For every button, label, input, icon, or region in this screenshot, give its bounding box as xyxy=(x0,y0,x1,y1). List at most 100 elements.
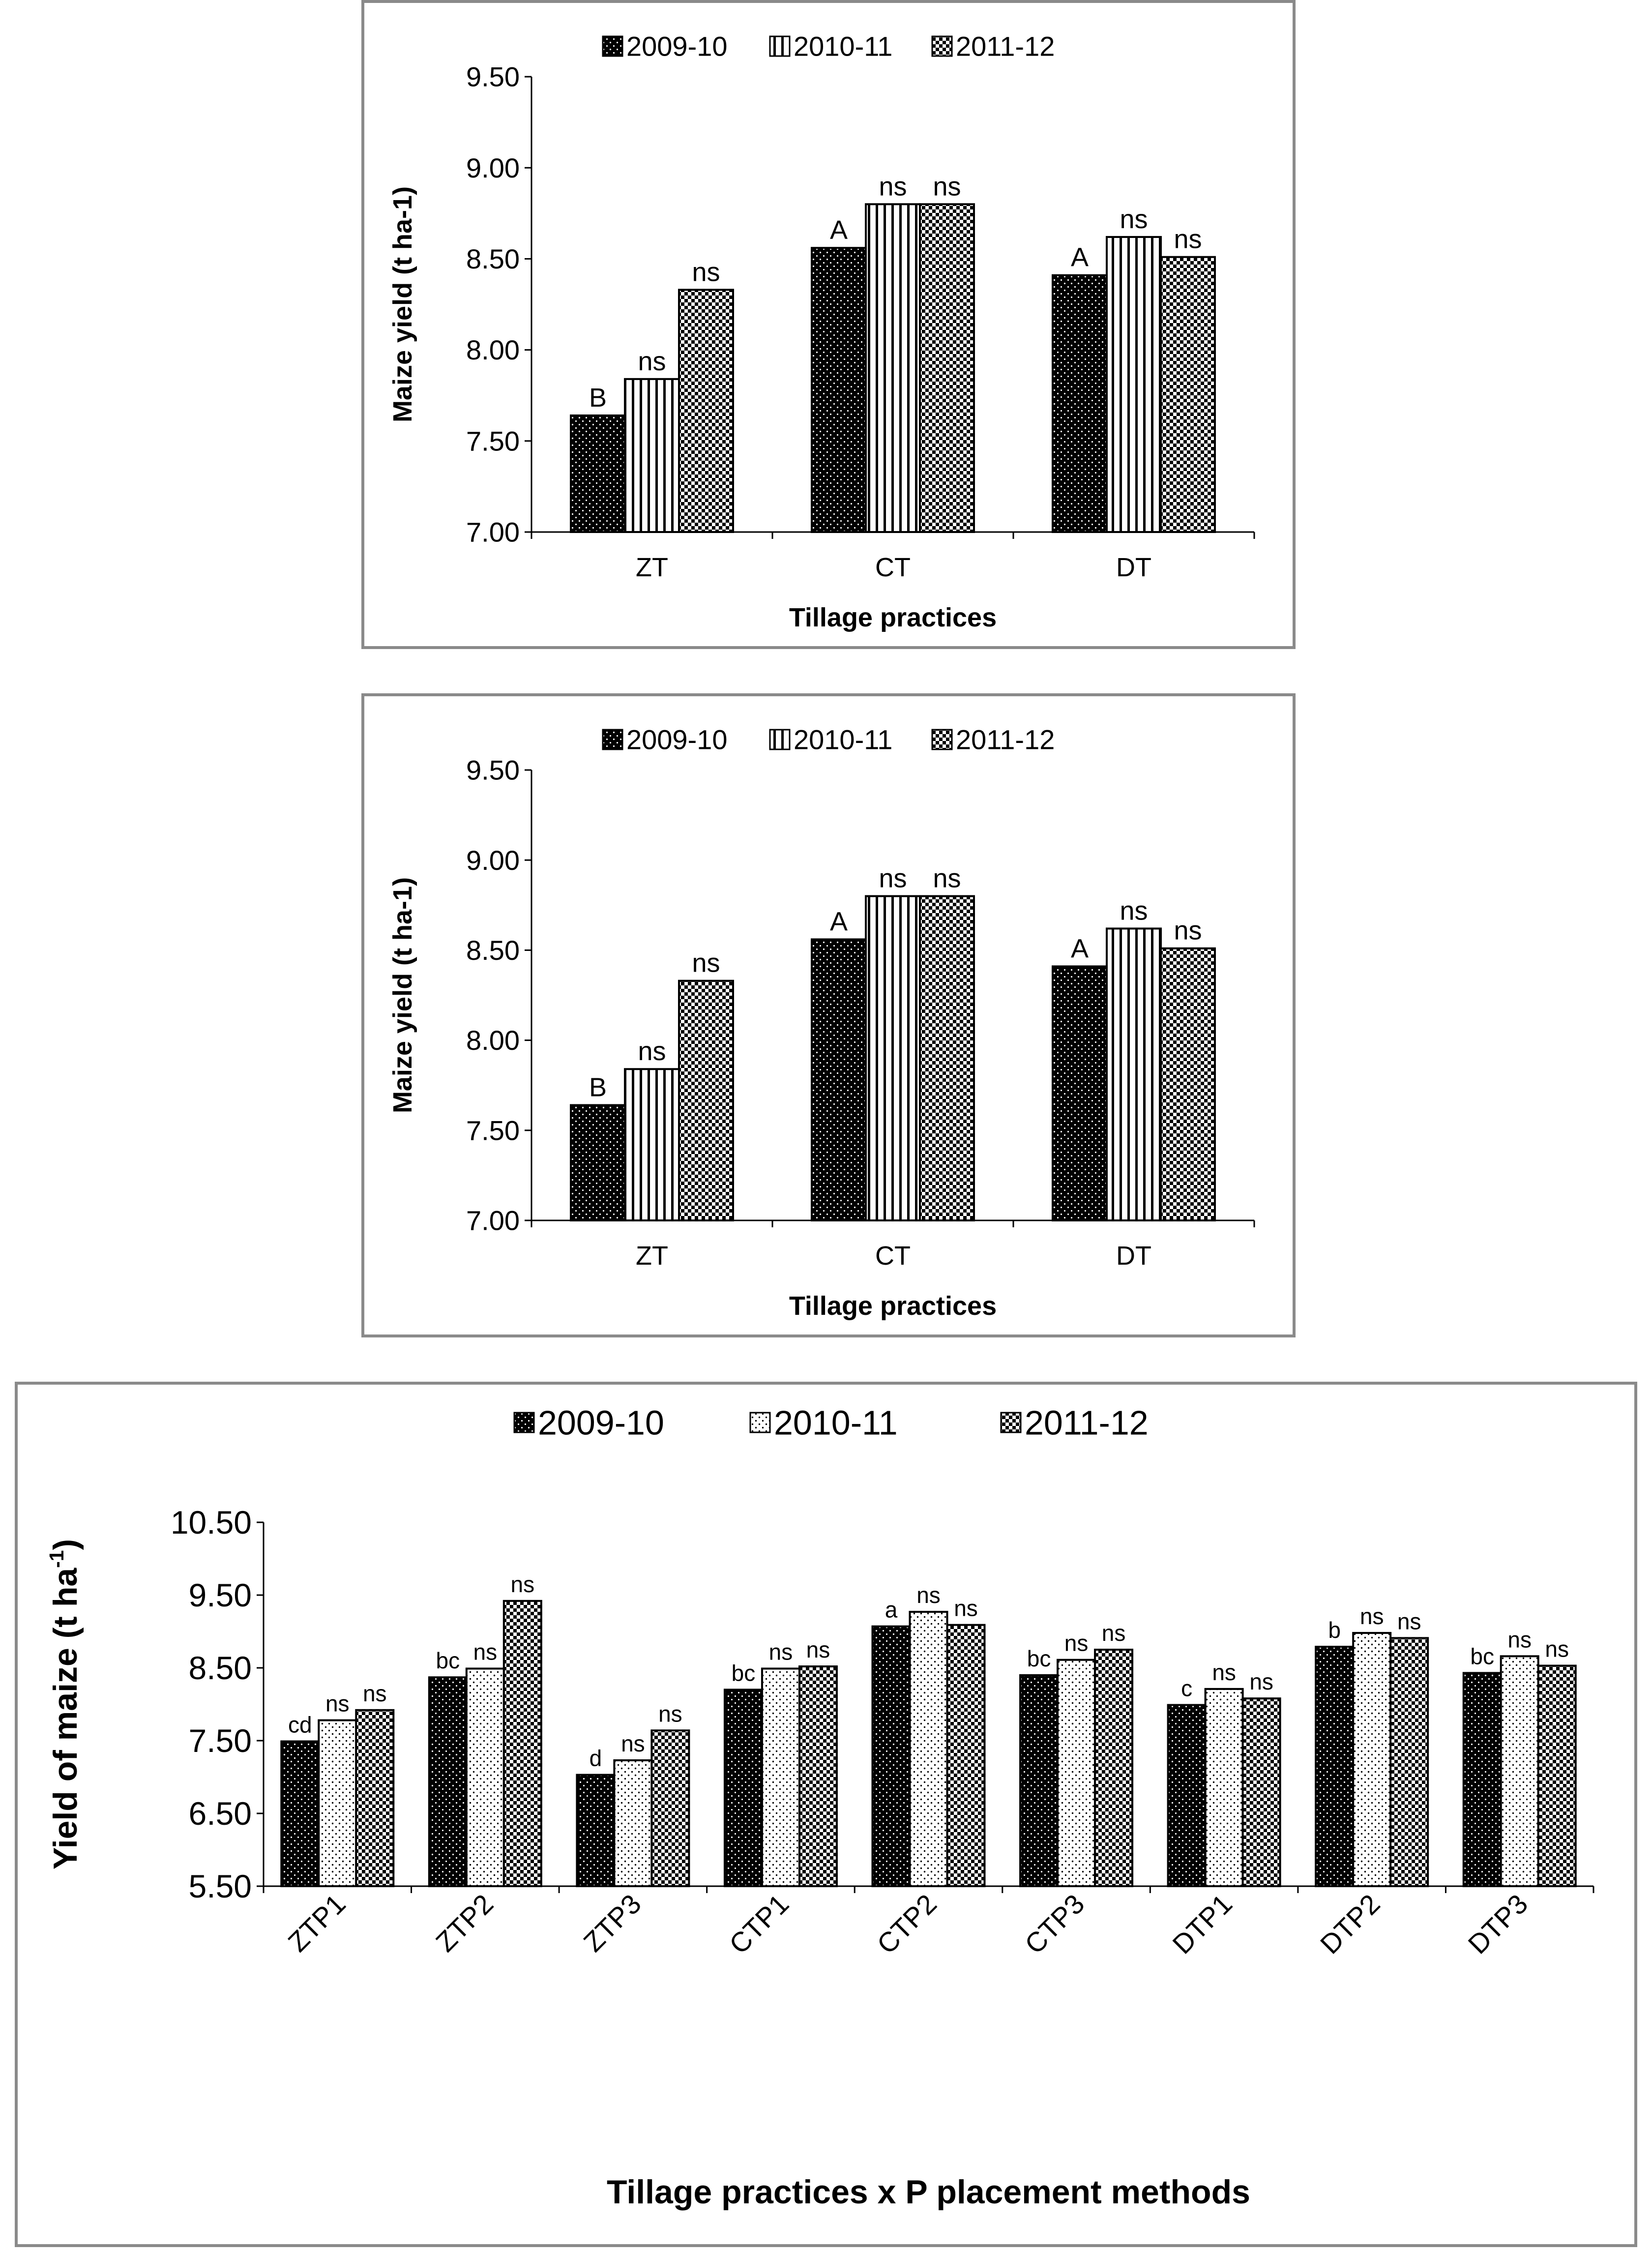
chart-1-svg: 2009-10 2010-11 2011-12 7.00 7.50 8.00 8.50 9.0… xyxy=(388,31,1255,632)
bar-DTP2-2009-10 xyxy=(1315,1646,1355,1888)
legend-swatch-1 xyxy=(602,35,623,57)
data-label: ns xyxy=(692,257,720,287)
y-tick-label: 8.00 xyxy=(466,1025,520,1056)
y-tick-label: 9.00 xyxy=(466,845,520,876)
bar-DTP1-2010-11 xyxy=(1204,1688,1244,1887)
x-tick-label: DT xyxy=(1116,1241,1151,1271)
y-tick-label: 6.50 xyxy=(189,1795,252,1832)
bar-CTP3-2009-10 xyxy=(1019,1674,1059,1887)
data-label: A xyxy=(830,907,848,936)
bar-DT-2010-11 xyxy=(1106,236,1162,533)
data-label: B xyxy=(589,1073,607,1102)
bar-DT-2009-10 xyxy=(1052,965,1108,1221)
data-label: ns xyxy=(363,1681,387,1706)
legend-label-1: 2009-10 xyxy=(626,31,728,62)
data-label: A xyxy=(1071,934,1089,963)
y-tick-label: 9.50 xyxy=(189,1577,252,1613)
data-label: ns xyxy=(769,1639,793,1664)
bar-DTP3-2010-11 xyxy=(1500,1655,1539,1887)
data-label: ns xyxy=(638,347,666,376)
bar-ZT-2009-10 xyxy=(570,414,626,533)
legend-label-3: 2011-12 xyxy=(1025,1404,1149,1442)
bar-DT-2010-11 xyxy=(1106,927,1162,1221)
legend-swatch-2 xyxy=(749,1412,771,1433)
data-label: ns xyxy=(1249,1669,1273,1694)
bar-ZTP1-2010-11 xyxy=(318,1719,357,1887)
data-label: A xyxy=(1071,243,1089,272)
bar-ZT-2011-12 xyxy=(678,979,734,1221)
y-tick-label: 7.50 xyxy=(466,425,520,456)
x-tick-label: ZTP3 xyxy=(578,1888,647,1957)
bar-ZTP3-2011-12 xyxy=(650,1729,690,1888)
bar-CT-2011-12 xyxy=(919,203,975,533)
bar-ZT-2011-12 xyxy=(678,289,734,533)
legend-label-2: 2010-11 xyxy=(794,31,892,62)
data-label: bc xyxy=(732,1660,756,1686)
data-label: ns xyxy=(473,1639,498,1664)
bar-ZTP2-2011-12 xyxy=(502,1600,542,1887)
data-label: b xyxy=(1328,1617,1341,1643)
data-label: ns xyxy=(1545,1636,1569,1662)
bar-ZTP1-2009-10 xyxy=(280,1740,320,1887)
data-label: ns xyxy=(1507,1627,1532,1652)
data-label: ns xyxy=(1174,225,1202,254)
data-label: ns xyxy=(658,1701,682,1726)
data-label: ns xyxy=(933,863,961,893)
bar-ZTP2-2009-10 xyxy=(428,1676,468,1887)
y-tick-label: 9.50 xyxy=(466,755,520,786)
x-tick-label: CT xyxy=(875,553,911,582)
legend-label-2: 2010-11 xyxy=(794,724,892,755)
data-label: bc xyxy=(1027,1646,1051,1671)
legend-label-3: 2011-12 xyxy=(956,724,1055,755)
x-tick-label: DT xyxy=(1116,553,1151,582)
y-tick-label: 7.50 xyxy=(189,1722,252,1759)
y-tick-label: 7.50 xyxy=(466,1115,520,1146)
bar-DTP2-2010-11 xyxy=(1352,1631,1392,1887)
bar-DTP1-2009-10 xyxy=(1167,1704,1207,1887)
bar-CTP1-2011-12 xyxy=(798,1665,838,1887)
data-label: ns xyxy=(933,172,961,201)
legend-label-1: 2009-10 xyxy=(538,1404,664,1442)
data-label: ns xyxy=(1102,1620,1126,1646)
data-label: ns xyxy=(1212,1660,1236,1685)
x-tick-label: ZTP1 xyxy=(282,1888,351,1957)
y-tick-label: 10.50 xyxy=(171,1504,252,1541)
bar-ZTP2-2010-11 xyxy=(465,1667,505,1887)
x-axis-title: Tillage practices xyxy=(789,1291,997,1321)
data-label: bc xyxy=(1470,1643,1494,1669)
y-tick-label: 9.50 xyxy=(466,61,520,92)
bar-CTP2-2009-10 xyxy=(871,1625,911,1887)
bar-CTP3-2010-11 xyxy=(1057,1659,1096,1887)
y-tick-label: 9.00 xyxy=(466,152,520,183)
bar-DTP3-2011-12 xyxy=(1537,1664,1577,1887)
legend-label-3: 2011-12 xyxy=(956,31,1055,62)
legend-swatch-2 xyxy=(769,35,791,57)
bar-DTP2-2011-12 xyxy=(1389,1637,1429,1887)
data-label: ns xyxy=(1120,205,1148,234)
bar-CTP2-2011-12 xyxy=(946,1624,986,1887)
data-label: ns xyxy=(1174,916,1202,946)
legend-swatch-3 xyxy=(1000,1412,1022,1433)
bar-ZTP1-2011-12 xyxy=(355,1709,395,1888)
data-label: d xyxy=(590,1746,602,1771)
data-label: ns xyxy=(954,1596,978,1621)
data-label: a xyxy=(885,1597,898,1623)
x-tick-label: ZT xyxy=(636,1241,668,1271)
data-label: ns xyxy=(1397,1608,1421,1634)
chart-panel-1: 2009-10 2010-11 2011-12 7.00 7.50 8.00 8.50 9.0… xyxy=(361,0,1296,649)
y-tick-label: 8.50 xyxy=(466,935,520,966)
legend-swatch-3 xyxy=(931,729,953,750)
y-axis-title: Maize yield (t ha-1) xyxy=(388,877,417,1113)
y-tick-label: 8.50 xyxy=(189,1650,252,1686)
bar-CT-2010-11 xyxy=(865,895,921,1222)
x-tick-label: DTP3 xyxy=(1462,1888,1534,1960)
x-axis-title: Tillage practices xyxy=(789,603,997,632)
data-label: ns xyxy=(621,1731,645,1756)
bar-CT-2009-10 xyxy=(811,247,867,533)
x-tick-label: CTP3 xyxy=(1019,1888,1091,1960)
bar-DT-2011-12 xyxy=(1160,947,1216,1221)
x-tick-label: ZT xyxy=(636,553,668,582)
legend-swatch-3 xyxy=(931,35,953,57)
chart-panel-2: 2009-10 2010-11 2011-12 7.00 7.50 8.00 8.50 9.0… xyxy=(361,693,1296,1337)
bar-CT-2010-11 xyxy=(865,203,921,533)
